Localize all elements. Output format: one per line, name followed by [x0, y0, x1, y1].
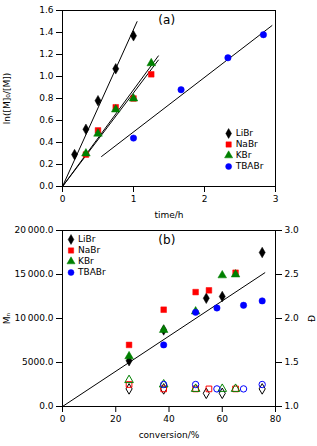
- svg-text:NaBr: NaBr: [236, 139, 258, 149]
- svg-text:0.0: 0.0: [39, 181, 54, 191]
- svg-text:2: 2: [202, 194, 208, 204]
- svg-text:0.2: 0.2: [39, 159, 53, 169]
- svg-text:10 000.0: 10 000.0: [14, 313, 53, 323]
- svg-text:1: 1: [131, 194, 137, 204]
- svg-text:LiBr: LiBr: [78, 234, 96, 244]
- svg-text:1.0: 1.0: [285, 401, 300, 411]
- svg-text:1.0: 1.0: [39, 71, 54, 81]
- svg-text:1.5: 1.5: [285, 357, 299, 367]
- svg-text:60: 60: [217, 414, 229, 424]
- svg-text:40: 40: [163, 414, 175, 424]
- svg-text:15 000.0: 15 000.0: [14, 269, 53, 279]
- svg-text:20 000.0: 20 000.0: [14, 225, 53, 235]
- svg-text:3: 3: [273, 194, 279, 204]
- svg-text:TBABr: TBABr: [235, 161, 264, 171]
- svg-text:KBr: KBr: [236, 150, 252, 160]
- svg-text:Đ: Đ: [307, 315, 317, 322]
- svg-text:conversion/%: conversion/%: [139, 430, 200, 440]
- svg-text:0: 0: [60, 194, 66, 204]
- svg-text:3.0: 3.0: [285, 225, 300, 235]
- svg-text:time/h: time/h: [154, 210, 183, 220]
- svg-text:0.6: 0.6: [39, 115, 54, 125]
- svg-text:5000.0: 5000.0: [22, 357, 54, 367]
- svg-text:ln([M]₀/[M]): ln([M]₀/[M]): [2, 73, 12, 124]
- svg-text:1.4: 1.4: [39, 27, 54, 37]
- svg-text:20: 20: [110, 414, 122, 424]
- svg-text:2.0: 2.0: [285, 313, 300, 323]
- svg-text:NaBr: NaBr: [78, 245, 100, 255]
- svg-text:(a): (a): [158, 13, 175, 27]
- svg-text:0.4: 0.4: [39, 137, 54, 147]
- svg-text:1.6: 1.6: [39, 5, 54, 15]
- svg-text:1.2: 1.2: [39, 49, 53, 59]
- svg-text:Mₙ: Mₙ: [2, 312, 12, 324]
- svg-text:80: 80: [270, 414, 282, 424]
- svg-text:0.8: 0.8: [39, 93, 54, 103]
- svg-text:LiBr: LiBr: [236, 128, 254, 138]
- svg-text:0.0: 0.0: [39, 401, 54, 411]
- svg-text:KBr: KBr: [78, 256, 94, 266]
- svg-text:0: 0: [60, 414, 66, 424]
- svg-text:2.5: 2.5: [285, 269, 299, 279]
- svg-text:(b): (b): [158, 233, 175, 247]
- svg-text:TBABr: TBABr: [77, 267, 106, 277]
